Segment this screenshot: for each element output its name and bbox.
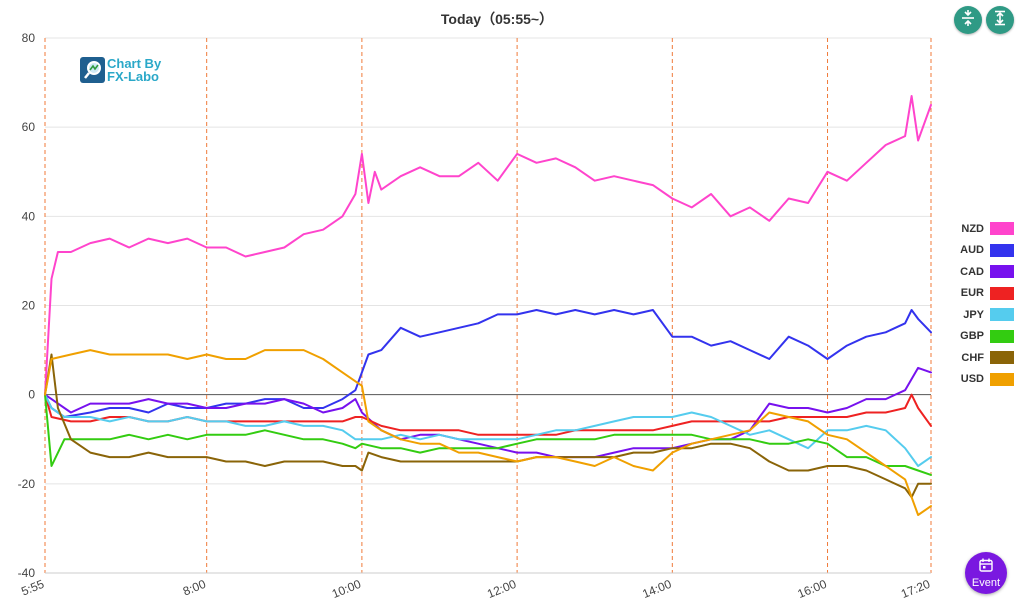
y-tick-label: 40 — [22, 209, 36, 223]
legend-item-nzd[interactable]: NZD — [944, 218, 1014, 240]
y-tick-label: -20 — [18, 477, 36, 491]
legend-swatch — [990, 286, 1014, 300]
expand-chart-button[interactable] — [986, 6, 1014, 34]
legend-label: JPY — [963, 308, 984, 321]
legend-item-usd[interactable]: USD — [944, 369, 1014, 391]
legend-label: GBP — [960, 330, 984, 343]
series-line-aud — [44, 309, 932, 418]
legend-label: AUD — [960, 244, 984, 257]
y-tick-label: -40 — [18, 566, 36, 580]
compress-chart-button[interactable] — [954, 6, 982, 34]
legend-swatch — [990, 265, 1014, 279]
series-line-nzd — [44, 95, 932, 396]
series-line-jpy — [44, 393, 932, 467]
series-line-gbp — [44, 393, 932, 476]
y-tick-label: 80 — [22, 31, 36, 45]
legend-label: CHF — [961, 351, 984, 364]
logo-line-2: FX-Labo — [107, 69, 159, 84]
chart-title: Today（05:55~） — [441, 11, 553, 27]
series-line-cad — [44, 366, 932, 459]
calendar-icon — [979, 558, 993, 577]
vertical-marker-layer — [44, 38, 932, 573]
series-line-eur — [44, 393, 932, 436]
legend-item-aud[interactable]: AUD — [944, 240, 1014, 262]
legend-item-jpy[interactable]: JPY — [944, 304, 1014, 326]
legend-label: EUR — [960, 287, 984, 300]
x-tick-label: 17:20 — [899, 577, 932, 601]
series-line-usd — [44, 349, 932, 516]
x-tick-label: 8:00 — [181, 577, 208, 599]
legend-swatch — [990, 222, 1014, 236]
series-layer — [44, 95, 932, 516]
x-tick-label: 14:00 — [640, 577, 673, 601]
legend-swatch — [990, 372, 1014, 386]
legend-item-eur[interactable]: EUR — [944, 283, 1014, 305]
y-tick-label: 60 — [22, 120, 36, 134]
legend-swatch — [990, 351, 1014, 365]
x-tick-label: 16:00 — [796, 577, 829, 601]
logo-line-1: Chart By — [107, 56, 162, 71]
expand-vertical-icon — [992, 10, 1008, 31]
x-tick-label: 10:00 — [330, 577, 363, 601]
y-tick-label: 20 — [22, 299, 36, 313]
event-button[interactable]: Event — [965, 552, 1007, 594]
compress-vertical-icon — [960, 9, 976, 31]
logo: Chart By FX-Labo — [80, 57, 161, 83]
y-axis: 80 60 40 20 0 -20 -40 — [18, 31, 36, 580]
legend-label: USD — [960, 373, 984, 386]
grid-layer — [45, 37, 931, 574]
legend-swatch — [990, 243, 1014, 257]
legend-swatch — [990, 308, 1014, 322]
y-tick-label: 0 — [28, 388, 35, 402]
legend-label: NZD — [961, 222, 984, 235]
chart-legend: NZD AUD CAD EUR JPY GBP CHF USD — [944, 218, 1014, 390]
legend-swatch — [990, 329, 1014, 343]
legend-item-chf[interactable]: CHF — [944, 347, 1014, 369]
series-line-chf — [44, 353, 932, 499]
legend-label: CAD — [960, 265, 984, 278]
legend-item-gbp[interactable]: GBP — [944, 326, 1014, 348]
event-button-label: Event — [971, 576, 1001, 589]
magnifier-chart-icon — [80, 57, 105, 83]
legend-item-cad[interactable]: CAD — [944, 261, 1014, 283]
x-tick-label: 12:00 — [485, 577, 518, 601]
x-axis: 5:55 8:00 10:00 12:00 14:00 16:00 17:20 — [19, 572, 932, 601]
